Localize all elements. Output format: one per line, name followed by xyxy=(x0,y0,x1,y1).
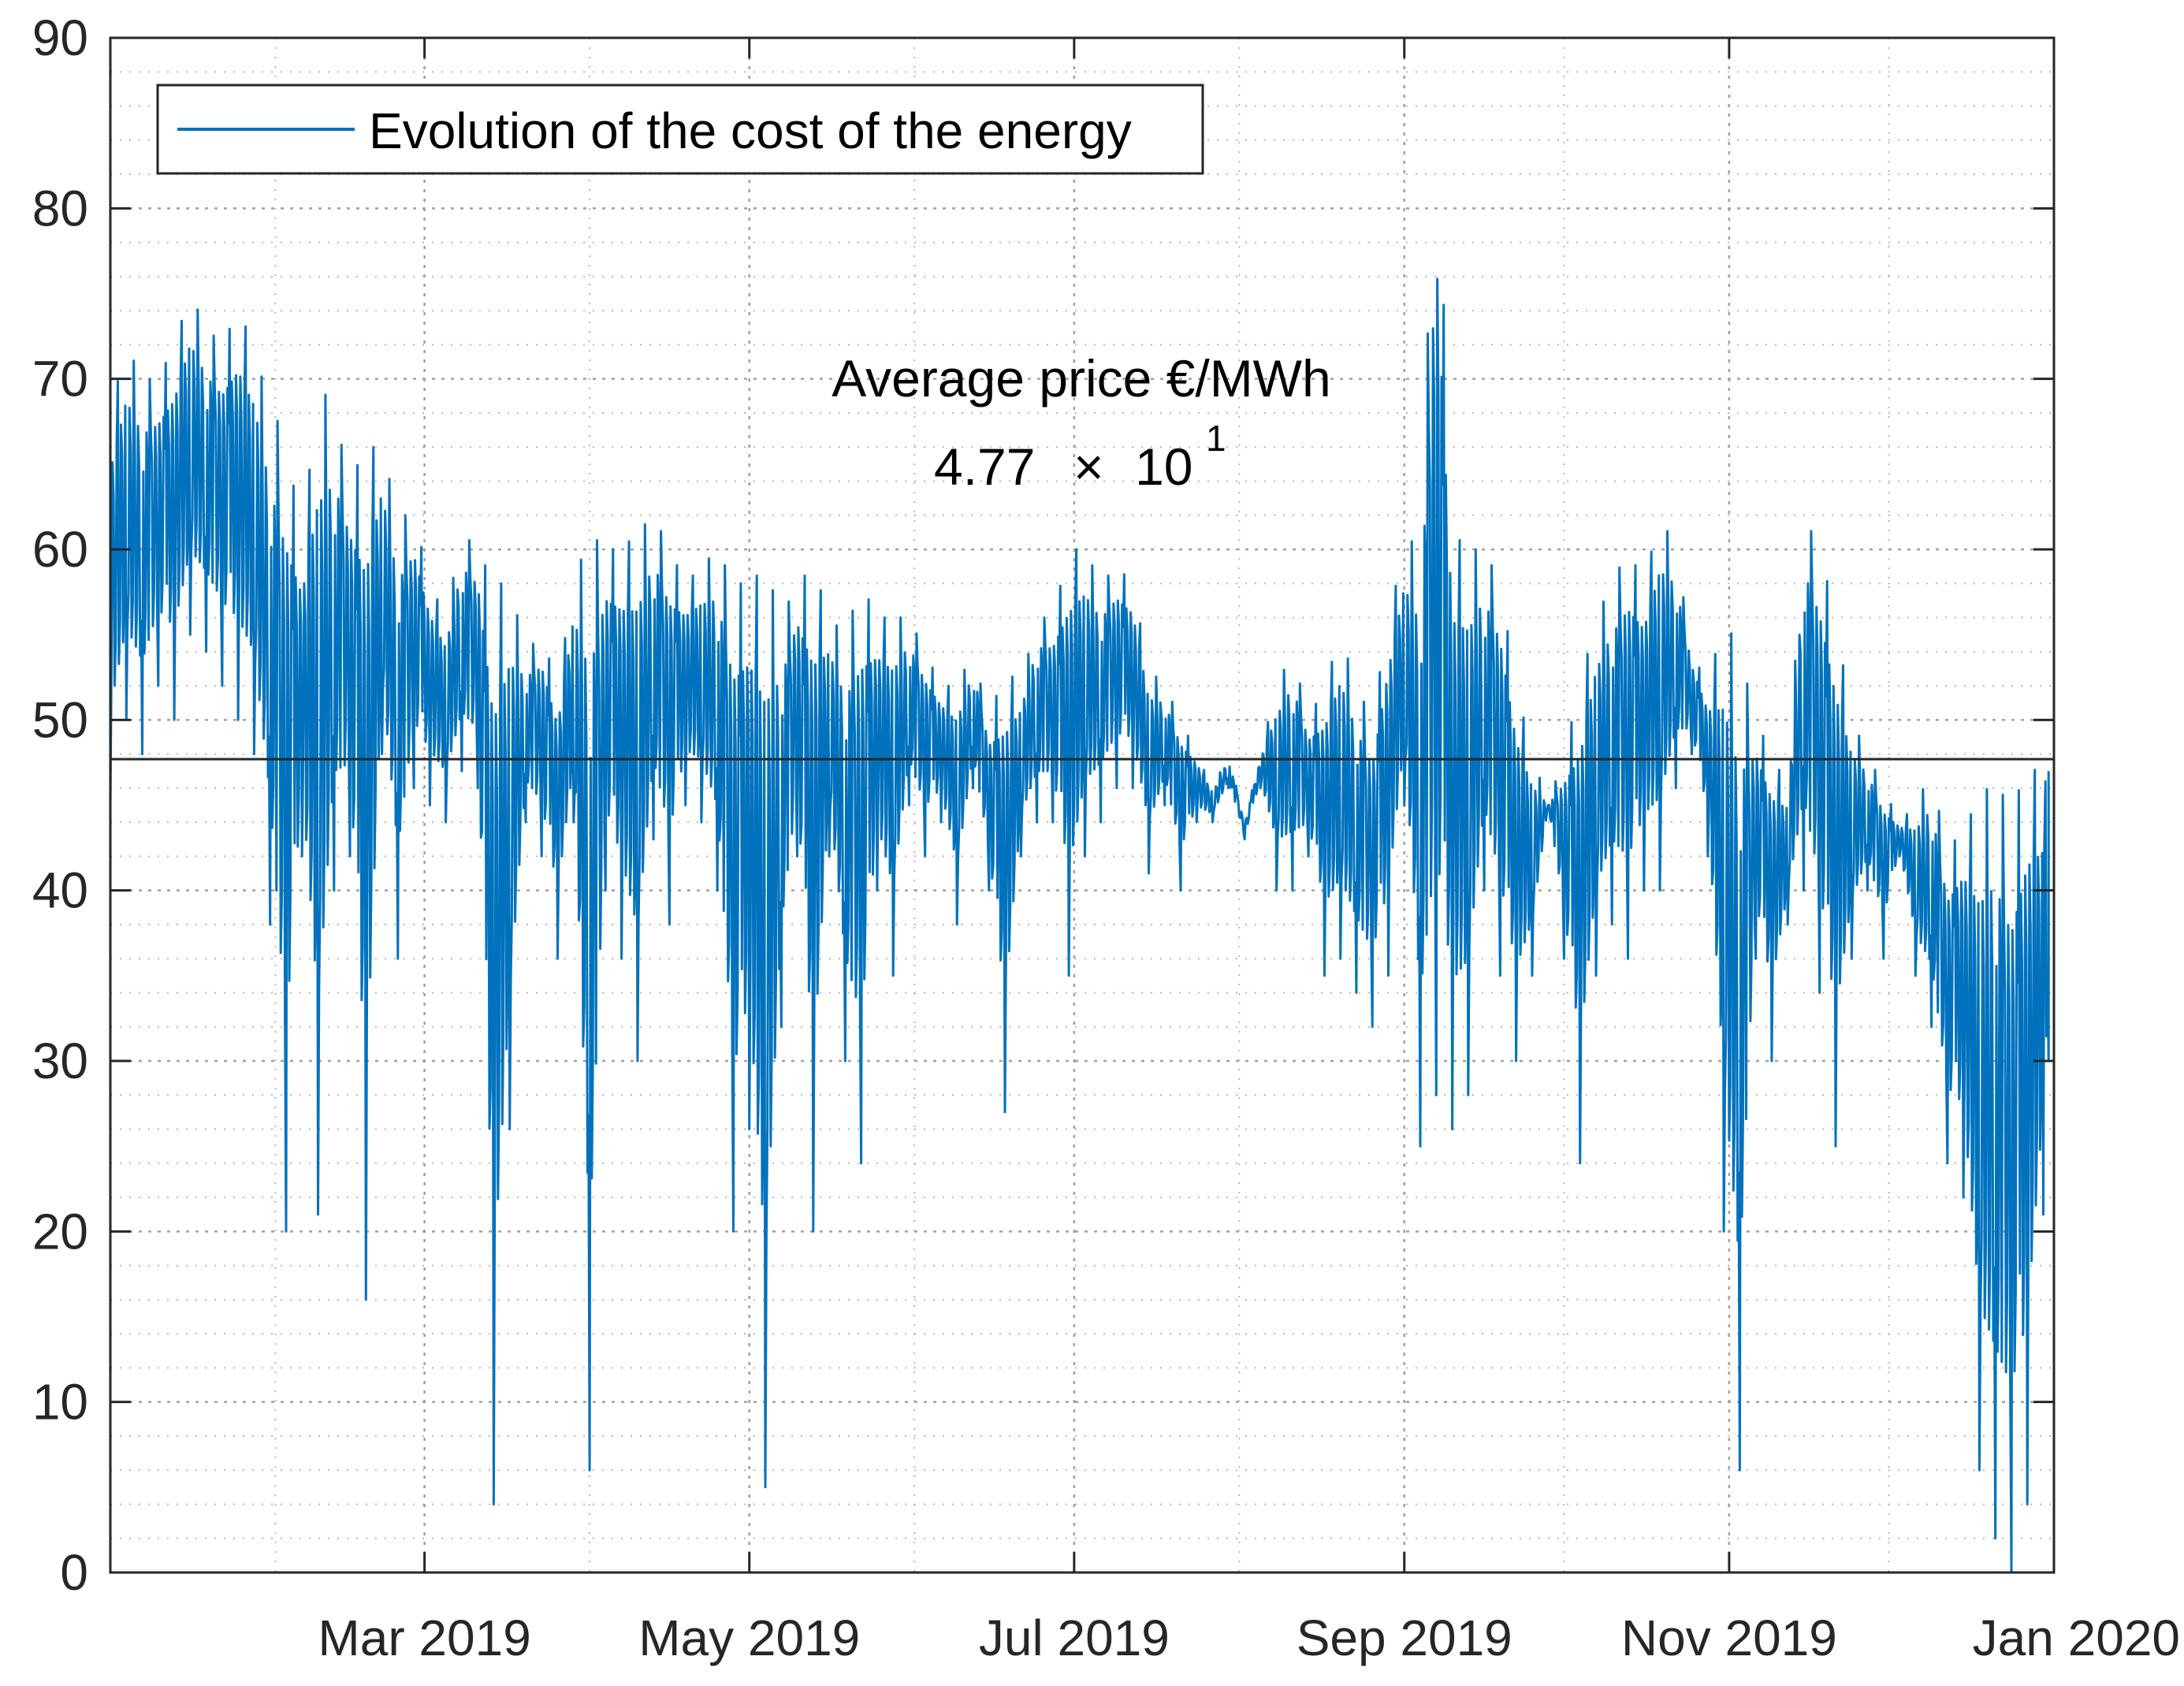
plot-area xyxy=(110,38,2054,1572)
y-tick-label: 90 xyxy=(32,9,88,66)
y-tick-label: 70 xyxy=(32,351,88,408)
x-tick-labels: Mar 2019 May 2019 Jul 2019 Sep 2019 Nov 2019… xyxy=(318,1610,2180,1666)
series-layer xyxy=(109,277,2050,1574)
annotation-line1: Average price €/MWh xyxy=(832,349,1330,408)
x-tick-label: Jul 2019 xyxy=(979,1610,1170,1666)
y-tick-label: 20 xyxy=(32,1203,88,1260)
y-tick-label: 10 xyxy=(32,1374,88,1431)
legend-entry-label: Evolution of the cost of the energy xyxy=(369,102,1132,159)
x-tick-label: May 2019 xyxy=(638,1610,860,1666)
ticks-layer xyxy=(110,36,2056,1574)
y-tick-label: 80 xyxy=(32,180,88,236)
annotation-mantissa: 4.77 xyxy=(934,437,1035,496)
x-tick-label: Nov 2019 xyxy=(1621,1610,1837,1666)
annotation-base: 10 xyxy=(1135,437,1192,496)
y-tick-label: 50 xyxy=(32,691,88,748)
axes-box xyxy=(109,36,2056,1574)
annotation-exponent: 1 xyxy=(1206,418,1226,459)
annotation-times: × xyxy=(1073,437,1104,496)
y-tick-label: 60 xyxy=(32,521,88,578)
x-tick-label: Mar 2019 xyxy=(318,1610,530,1666)
y-tick-label: 0 xyxy=(60,1544,88,1601)
legend: Evolution of the cost of the energy xyxy=(156,84,1204,175)
x-tick-label: Sep 2019 xyxy=(1297,1610,1512,1666)
average-annotation: Average price €/MWh 4.77 × 10 1 xyxy=(832,349,1330,496)
y-tick-label: 30 xyxy=(32,1033,88,1089)
y-tick-label: 40 xyxy=(32,862,88,919)
x-tick-label: Jan 2020 xyxy=(1973,1610,2180,1666)
y-tick-labels: 0 10 20 30 40 50 60 70 80 90 xyxy=(32,9,88,1601)
series-line-energy-cost xyxy=(109,277,2050,1574)
